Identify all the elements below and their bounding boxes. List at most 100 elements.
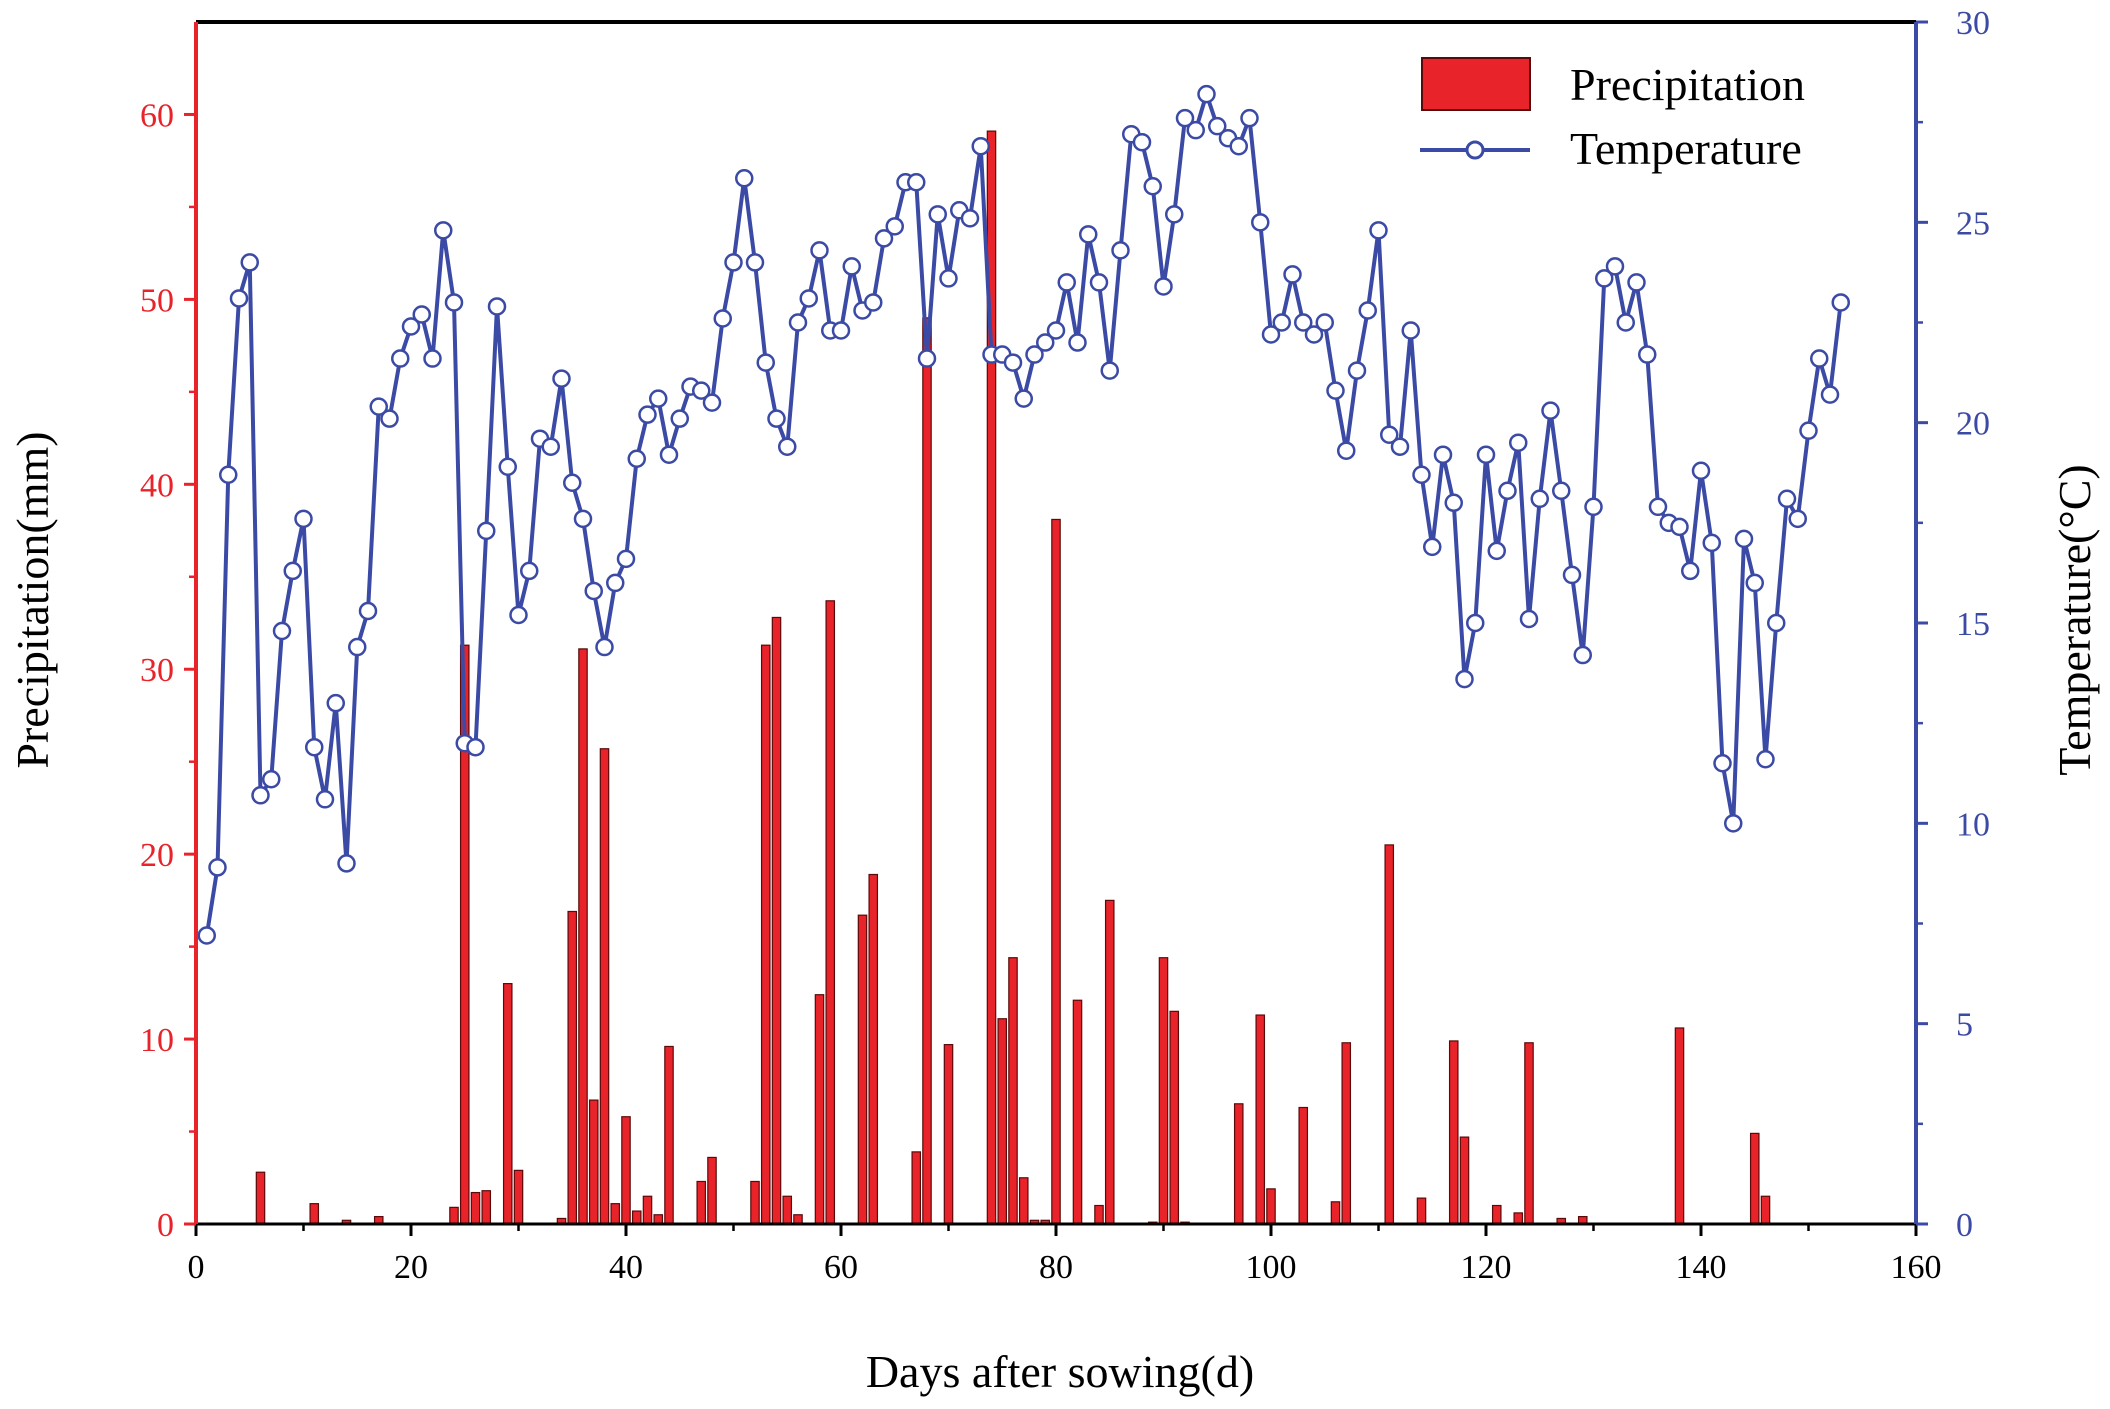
right-tick-label: 20 <box>1956 406 1990 443</box>
legend-precipitation-label: Precipitation <box>1570 59 1805 110</box>
precipitation-bar <box>760 644 771 1225</box>
precipitation-bar <box>1051 518 1061 1225</box>
temperature-point <box>616 549 636 569</box>
precipitation-bar <box>922 317 932 1225</box>
temperature-point <box>1648 497 1668 517</box>
precipitation-bar <box>631 1210 642 1225</box>
precipitation-bar <box>1749 1132 1760 1225</box>
temperature-point <box>917 349 937 368</box>
temperature-point <box>1025 345 1044 364</box>
temperature-point <box>1036 333 1055 352</box>
right-tick-label: 5 <box>1956 1007 1973 1044</box>
temperature-point <box>1154 277 1173 296</box>
right-tick-label: 25 <box>1956 205 1990 242</box>
temperature-point <box>262 770 281 789</box>
temperature-point <box>1175 108 1195 128</box>
temperature-point <box>1261 325 1281 344</box>
temperature-point <box>315 790 335 809</box>
temperature-point <box>1240 108 1259 128</box>
temperature-point <box>272 621 292 641</box>
temperature-point <box>1132 132 1152 152</box>
temperature-point <box>1358 301 1377 320</box>
legend-temperature-marker <box>1465 140 1485 160</box>
right-axis-title: Temperature(°C) <box>2049 464 2100 775</box>
temperature-point <box>208 858 227 877</box>
x-tick-label: 120 <box>1461 1249 1512 1286</box>
temperature-point <box>1530 489 1549 509</box>
precipitation-bar <box>911 1151 922 1225</box>
precipitation-bar <box>857 914 868 1225</box>
precipitation-bar <box>1513 1212 1524 1225</box>
temperature-point <box>692 381 711 400</box>
right-tick-label: 15 <box>1956 606 1990 643</box>
temperature-point <box>1100 361 1119 380</box>
temperature-point <box>788 313 808 332</box>
precipitation-bar <box>1018 1177 1029 1225</box>
precipitation-bar <box>1094 1204 1104 1225</box>
legend: Precipitation Temperature <box>1420 57 1805 174</box>
temperature-point <box>1670 517 1689 537</box>
temperature-point <box>1046 321 1066 340</box>
temperature-point <box>444 293 464 312</box>
temperature-point <box>713 309 732 328</box>
temperature-point <box>1390 437 1410 456</box>
temperature-point <box>1767 613 1786 633</box>
temperature-point <box>864 293 883 312</box>
temperature-point <box>756 353 775 372</box>
temperature-point <box>1810 349 1829 368</box>
temperature-point <box>1380 425 1399 444</box>
temperature-point <box>939 269 958 288</box>
precipitation-bar <box>825 600 836 1225</box>
x-tick-label: 100 <box>1246 1249 1297 1286</box>
temperature-point <box>1423 537 1442 557</box>
temperature-point <box>1681 561 1700 581</box>
precipitation-bar <box>1255 1014 1266 1225</box>
left-tick-label: 30 <box>140 652 174 689</box>
temperature-point <box>251 786 270 805</box>
temperature-point <box>627 449 646 468</box>
legend-temperature-label: Temperature <box>1570 123 1802 174</box>
temperature-point <box>573 509 593 529</box>
precipitation-bar <box>255 1171 266 1225</box>
temperature-point <box>348 637 367 657</box>
precipitation-bars <box>255 130 1771 1225</box>
temperature-point <box>434 221 453 240</box>
temperature-point <box>283 561 302 581</box>
x-tick-label: 60 <box>824 1249 858 1286</box>
temperature-point <box>1595 269 1614 288</box>
precipitation-bar <box>502 982 513 1225</box>
temperature-point <box>1498 481 1517 501</box>
temperature-line-group <box>197 84 1850 945</box>
temperature-point <box>1433 445 1453 464</box>
temperature-point <box>1616 313 1635 332</box>
left-tick-label: 60 <box>140 97 174 134</box>
precipitation-bar <box>1448 1040 1459 1225</box>
precipitation-bar <box>1072 999 1083 1225</box>
temperature-point <box>1412 465 1431 484</box>
x-tick-label: 20 <box>394 1249 428 1286</box>
temperature-point <box>477 521 496 541</box>
precipitation-bar <box>1459 1136 1470 1225</box>
x-axis-title: Days after sowing(d) <box>866 1346 1254 1397</box>
temperature-point <box>606 573 625 593</box>
temperature-point <box>1165 205 1184 224</box>
temperature-point <box>498 457 517 476</box>
temperature-point <box>1068 333 1087 352</box>
precipitation-bar <box>1158 957 1169 1225</box>
temperature-point <box>423 349 442 368</box>
temperature-point <box>563 473 582 493</box>
temperature-point <box>1347 361 1367 380</box>
temperature-point <box>649 389 668 408</box>
temperature-point <box>1627 273 1646 292</box>
precipitation-bar <box>696 1180 707 1225</box>
precipitation-bar <box>1760 1195 1771 1225</box>
temperature-point <box>1573 645 1592 665</box>
temperature-point <box>380 409 399 428</box>
temperature-point <box>1326 381 1345 400</box>
temperature-point <box>1605 257 1625 276</box>
temperature-point <box>305 737 324 757</box>
precipitation-bar <box>309 1203 320 1225</box>
temperature-point <box>1552 481 1571 501</box>
precipitation-bar <box>449 1206 459 1225</box>
